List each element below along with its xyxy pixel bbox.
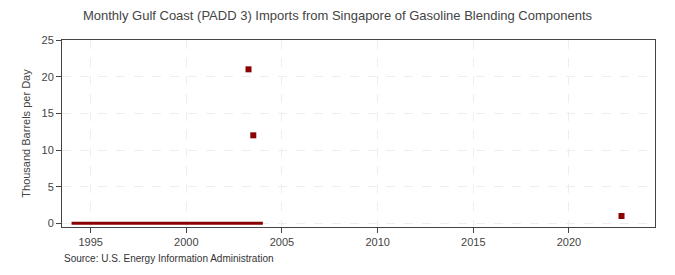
svg-text:2015: 2015 xyxy=(461,236,485,248)
svg-text:Monthly Gulf Coast (PADD 3) Im: Monthly Gulf Coast (PADD 3) Imports from… xyxy=(83,8,593,23)
svg-text:Source: U.S. Energy Informatio: Source: U.S. Energy Information Administ… xyxy=(64,253,274,264)
svg-text:Thousand Barrels per Day: Thousand Barrels per Day xyxy=(20,69,32,198)
svg-text:1995: 1995 xyxy=(78,236,102,248)
svg-text:2000: 2000 xyxy=(174,236,198,248)
svg-text:25: 25 xyxy=(42,34,54,46)
svg-text:2020: 2020 xyxy=(557,236,581,248)
svg-text:20: 20 xyxy=(42,71,54,83)
svg-text:15: 15 xyxy=(42,107,54,119)
svg-text:2010: 2010 xyxy=(365,236,389,248)
svg-text:5: 5 xyxy=(48,181,54,193)
svg-text:0: 0 xyxy=(48,217,54,229)
svg-text:2005: 2005 xyxy=(270,236,294,248)
svg-text:10: 10 xyxy=(42,144,54,156)
